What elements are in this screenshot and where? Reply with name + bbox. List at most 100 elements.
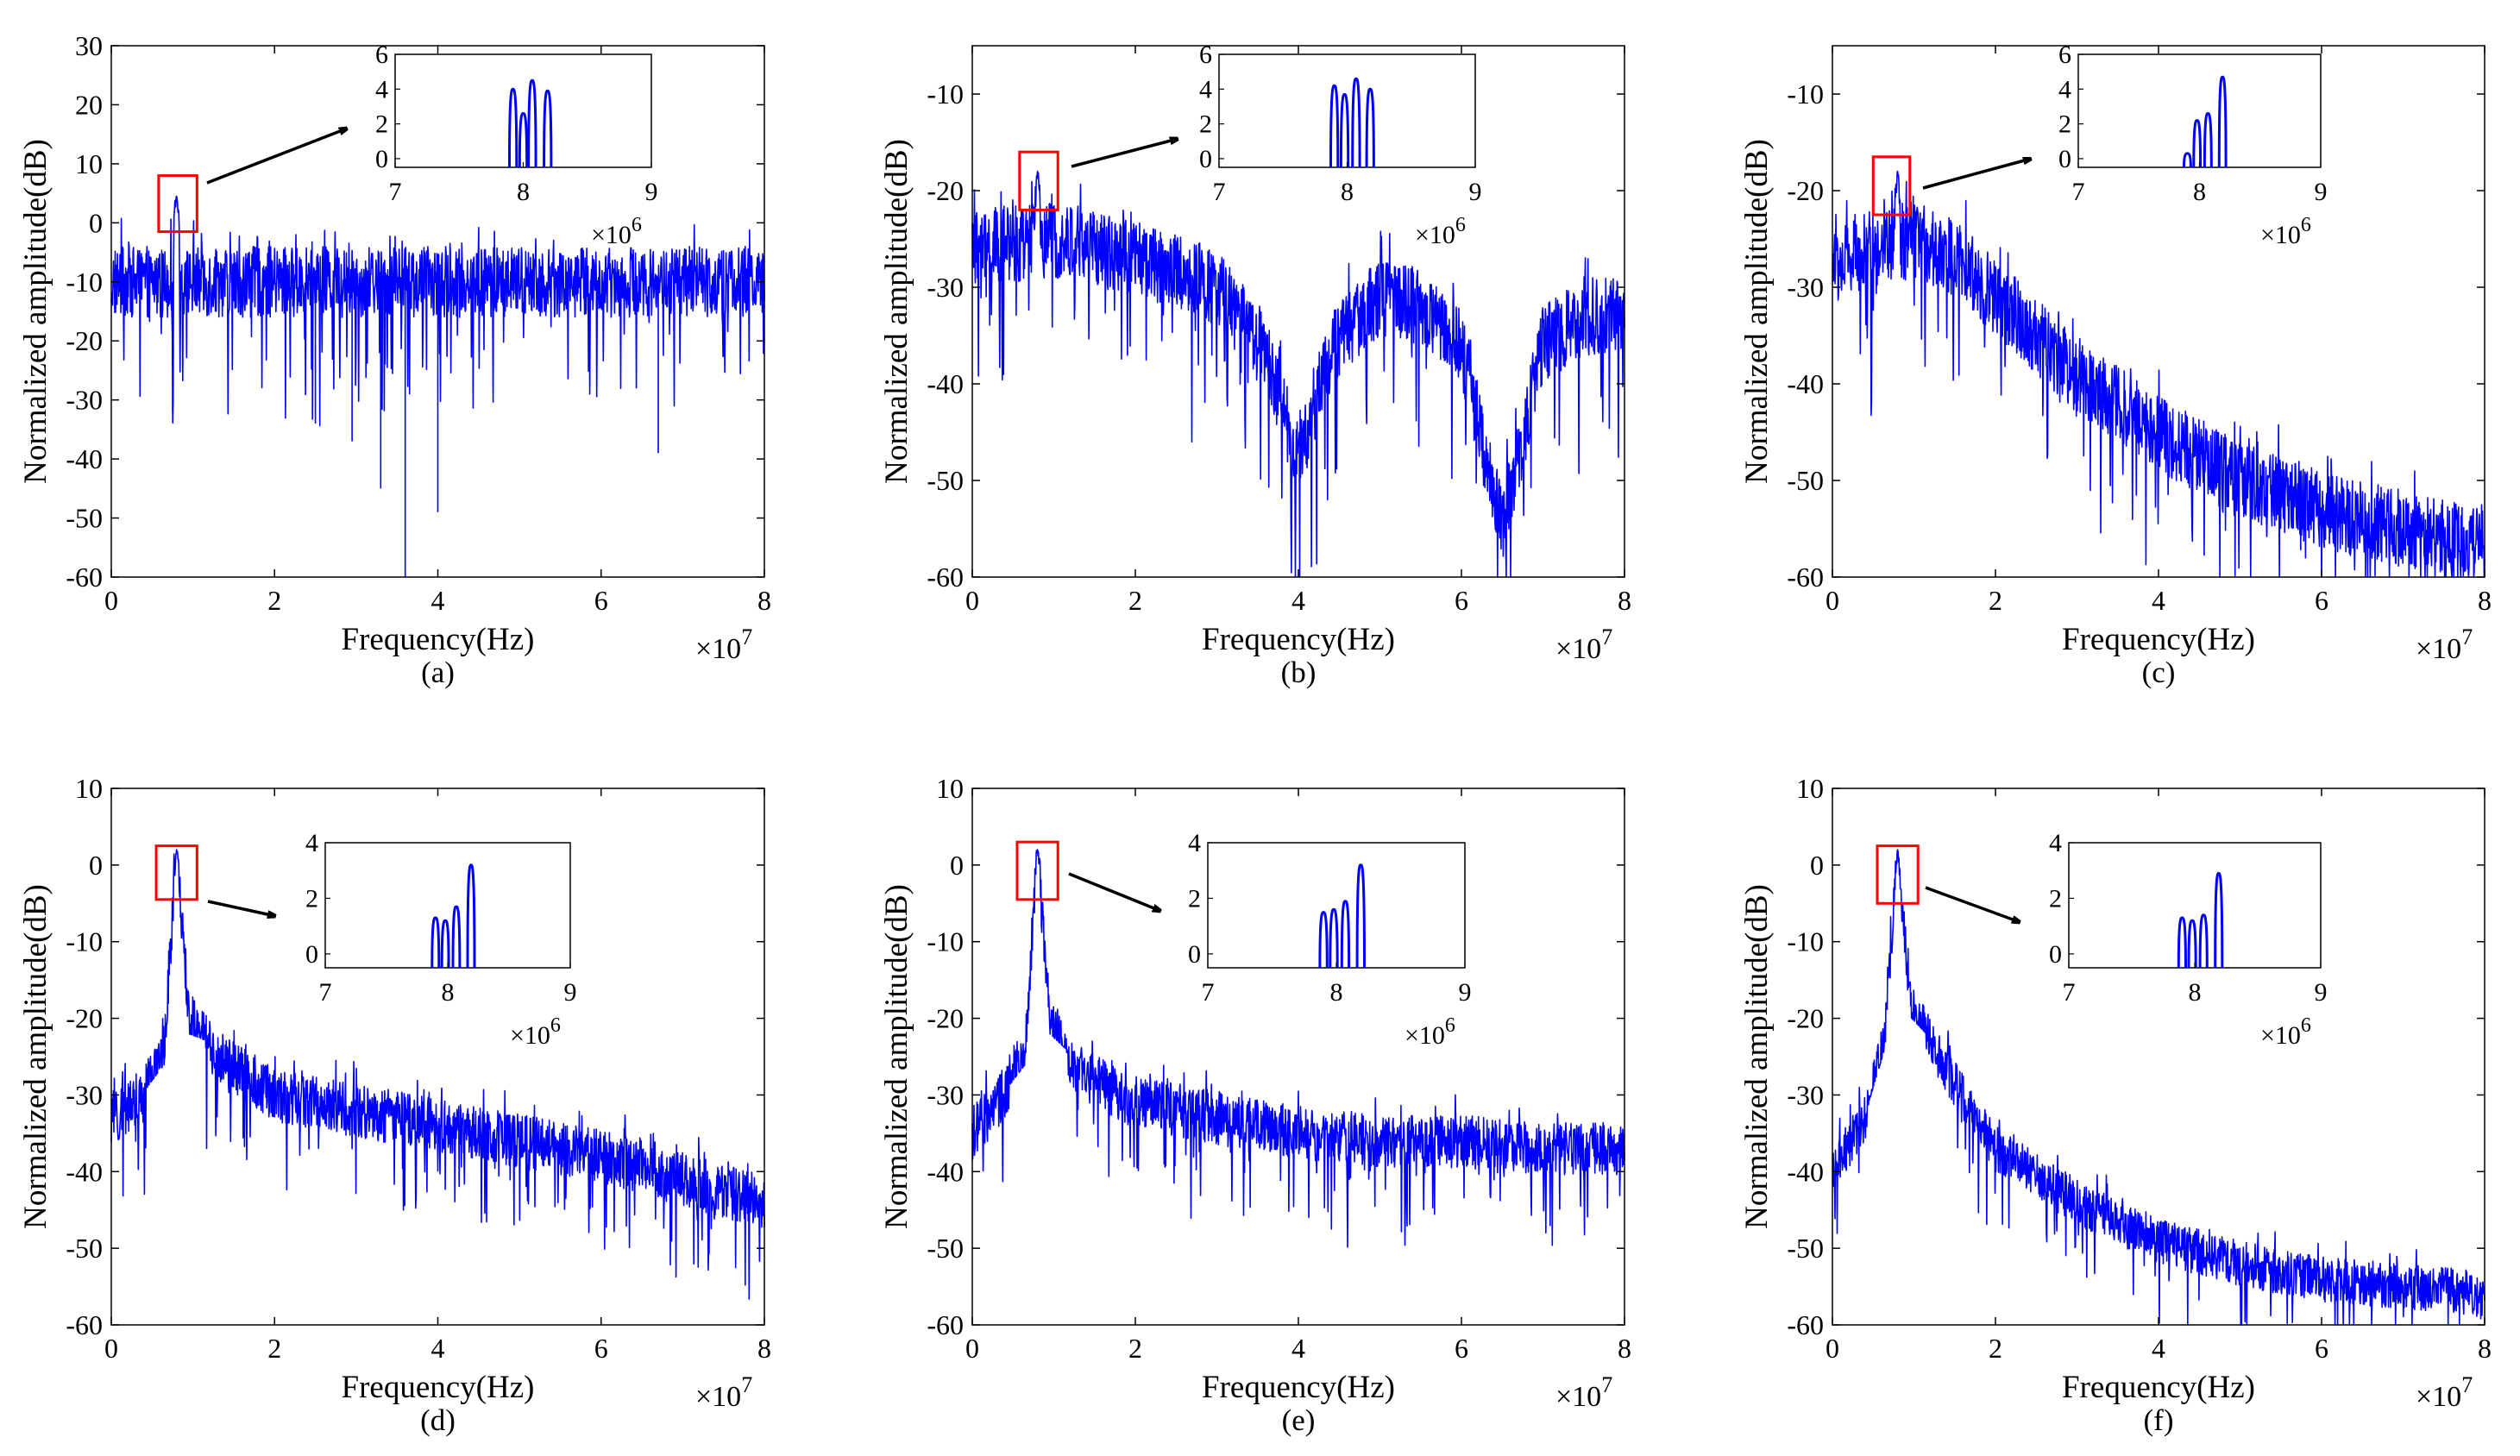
inset-x-exponent-base: ×10 xyxy=(1415,221,1455,249)
x-tick-label: 0 xyxy=(104,585,118,616)
y-tick-label: 10 xyxy=(936,773,964,804)
panel-label: (b) xyxy=(1281,656,1317,689)
series-line xyxy=(110,195,765,577)
inset-peak xyxy=(1339,92,1350,168)
x-tick-label: 4 xyxy=(1291,1333,1305,1364)
y-tick-label: 10 xyxy=(75,148,103,179)
x-tick-label: 2 xyxy=(1128,1333,1142,1364)
y-tick-label: -40 xyxy=(1787,368,1824,399)
y-tick-label: 0 xyxy=(950,850,964,881)
inset-y-tick-label: 4 xyxy=(1199,75,1212,104)
y-tick-label: -60 xyxy=(927,1309,964,1340)
x-tick-label: 6 xyxy=(2315,585,2328,616)
inset-y-tick-label: 6 xyxy=(2058,41,2071,69)
panel-e: 0 2 4 6 8 -60 -50 -40 -30 -20 -10 0 10 Frequency(Hz) N… xyxy=(879,773,1631,1437)
x-tick-label: 2 xyxy=(1128,585,1142,616)
x-tick-label: 6 xyxy=(2315,1333,2328,1364)
x-tick-label: 0 xyxy=(965,1333,979,1364)
inset-peak xyxy=(1329,907,1339,969)
y-tick-label: -30 xyxy=(66,385,103,416)
zoom-arrow xyxy=(206,129,347,185)
inset-peak xyxy=(2203,111,2213,168)
x-tick-label: 8 xyxy=(1618,585,1631,616)
y-tick-label: -20 xyxy=(1787,175,1824,206)
highlight-box xyxy=(1018,150,1059,211)
y-tick-label: -20 xyxy=(1787,1003,1824,1034)
inset-peak xyxy=(543,89,553,168)
inset-y-tick-label: 6 xyxy=(1199,41,1212,69)
inset-peak xyxy=(2217,75,2228,168)
panel-label: (e) xyxy=(1282,1403,1316,1437)
inset-x-exponent-base: ×10 xyxy=(510,1021,550,1050)
x-exponent: ×107 xyxy=(695,624,752,665)
x-tick-label: 2 xyxy=(1989,1333,2002,1364)
panel-b: 0 2 4 6 8 -60 -50 -40 -30 -20 -10 Frequency(Hz) Norm… xyxy=(879,41,1631,689)
series-line xyxy=(110,849,765,1300)
y-tick-label: 30 xyxy=(75,30,103,61)
x-tick-label: 0 xyxy=(965,585,979,616)
inset-x-exponent: ×106 xyxy=(1405,1014,1455,1050)
x-tick-label: 6 xyxy=(594,1333,608,1364)
x-tick-label: 4 xyxy=(431,1333,445,1364)
inset-x-tick-label: 7 xyxy=(2072,178,2085,206)
x-exponent-base: ×10 xyxy=(695,633,741,665)
x-tick-label: 4 xyxy=(431,585,445,616)
y-tick-label: -40 xyxy=(927,1156,964,1187)
inset-peak xyxy=(1351,77,1361,168)
x-tick-label: 8 xyxy=(2478,1333,2492,1364)
inset-peak xyxy=(527,78,537,168)
x-exponent: ×107 xyxy=(2416,624,2473,665)
inset-x-exponent-base: ×10 xyxy=(1405,1021,1445,1050)
inset-y-tick-label: 0 xyxy=(2058,145,2071,173)
x-axis-label: Frequency(Hz) xyxy=(1202,622,1395,657)
inset-x-tick-label: 7 xyxy=(389,178,402,206)
panel-label: (f) xyxy=(2144,1403,2174,1437)
inset-x-tick-label: 9 xyxy=(564,978,577,1007)
highlight-box xyxy=(1876,844,1920,905)
y-tick-label: -30 xyxy=(1787,272,1824,303)
x-tick-label: 4 xyxy=(2152,585,2165,616)
x-tick-label: 8 xyxy=(757,1333,771,1364)
x-exponent: ×107 xyxy=(1555,1372,1612,1413)
x-exponent-power: 7 xyxy=(1601,624,1612,650)
x-exponent-base: ×10 xyxy=(2416,633,2461,665)
inset-x-tick-label: 8 xyxy=(2193,178,2206,206)
inset-peak xyxy=(466,863,476,969)
inset-x-exponent-power: 6 xyxy=(550,1014,561,1037)
y-tick-label: -10 xyxy=(66,267,103,298)
y-tick-label: -60 xyxy=(1787,562,1824,593)
inset-peak xyxy=(451,905,462,969)
y-tick-label: -30 xyxy=(927,1079,964,1110)
x-exponent-base: ×10 xyxy=(2416,1381,2461,1413)
inset-peak xyxy=(2187,919,2197,969)
y-tick-label: 20 xyxy=(75,89,103,120)
panel-label: (d) xyxy=(420,1403,456,1437)
y-tick-label: -60 xyxy=(927,562,964,593)
inset-x-tick-label: 8 xyxy=(1330,978,1343,1007)
x-axis-label: Frequency(Hz) xyxy=(1202,1370,1395,1405)
inset-frame xyxy=(394,53,652,168)
y-tick-label: -30 xyxy=(927,272,964,303)
inset-y-tick-label: 4 xyxy=(305,829,318,857)
inset-y-tick-label: 4 xyxy=(2049,829,2062,857)
inset-y-tick-label: 0 xyxy=(1199,145,1212,173)
inset-y-tick-label: 0 xyxy=(2049,940,2062,969)
x-tick-label: 8 xyxy=(757,585,771,616)
inset-y-tick-label: 4 xyxy=(1188,829,1201,857)
inset-x-tick-label: 8 xyxy=(2189,978,2202,1007)
inset-x-tick-label: 7 xyxy=(1213,178,1226,206)
y-axis-label: Normalized amplitude(dB) xyxy=(1739,884,1775,1229)
x-axis-label: Frequency(Hz) xyxy=(2062,622,2255,657)
inset-x-tick-label: 9 xyxy=(2315,978,2328,1007)
y-tick-label: -20 xyxy=(66,325,103,356)
inset-x-tick-label: 7 xyxy=(2063,978,2076,1007)
series-line xyxy=(1832,849,2485,1326)
inset-y-tick-label: 2 xyxy=(375,110,388,139)
panel-label: (c) xyxy=(2142,656,2176,689)
inset-peak xyxy=(1340,900,1351,969)
series-line xyxy=(971,170,1625,578)
